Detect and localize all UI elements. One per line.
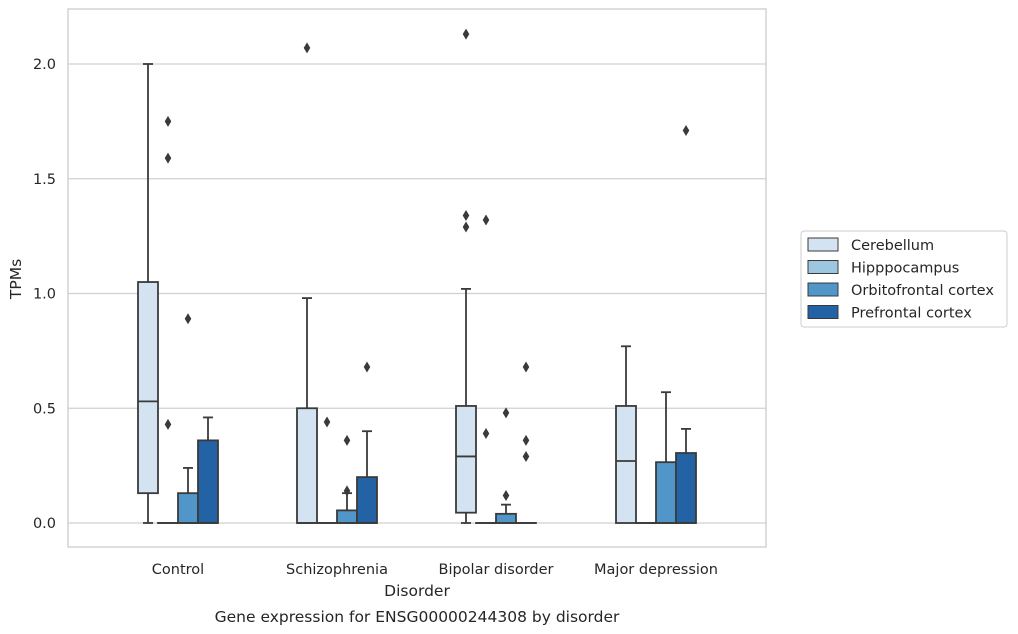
box-cerebellum <box>455 28 477 524</box>
box <box>655 461 677 524</box>
outlier-point <box>482 427 490 439</box>
y-axis-label: TPMs <box>7 259 25 300</box>
outlier-point <box>682 125 690 137</box>
box-orbitofrontal-cortex <box>336 434 358 524</box>
outlier-point <box>482 214 490 226</box>
legend-swatch <box>807 282 839 297</box>
outlier-point <box>462 28 470 40</box>
box-orbitofrontal-cortex <box>655 391 677 524</box>
legend-frame <box>800 230 1008 328</box>
box-hipppocampus <box>316 416 338 524</box>
legend-swatch <box>807 260 839 274</box>
outlier-point <box>184 313 192 325</box>
y-tick-label: 1.0 <box>33 287 56 303</box>
y-tick-label: 2.0 <box>33 57 56 73</box>
legend: Cerebellum Hipppocampus Orbitofrontal cort… <box>800 230 1008 328</box>
box <box>336 509 358 524</box>
outlier-point <box>164 418 172 430</box>
x-tick-labels: Control Schizophrenia Bipolar disorder Majo… <box>152 562 718 578</box>
box-hipppocampus <box>157 115 179 524</box>
box-orbitofrontal-cortex <box>495 407 517 524</box>
outlier-point <box>502 489 510 501</box>
legend-swatch <box>807 305 839 319</box>
box-cerebellum <box>137 63 159 524</box>
outlier-point <box>522 434 530 446</box>
box <box>455 405 477 514</box>
grid-lines <box>68 63 766 524</box>
box <box>675 452 697 524</box>
box <box>495 512 517 524</box>
x-axis-label: Disorder <box>384 582 450 600</box>
y-tick-label: 1.5 <box>33 172 56 188</box>
legend-label: Cerebellum <box>851 238 934 254</box>
outlier-point <box>343 434 351 446</box>
outlier-point <box>343 485 351 497</box>
legend-swatch <box>807 237 839 252</box>
box-prefrontal-cortex <box>356 361 378 524</box>
box-prefrontal-cortex <box>197 416 219 524</box>
box-cerebellum <box>615 345 637 524</box>
box-prefrontal-cortex <box>515 361 537 524</box>
box-orbitofrontal-cortex <box>177 313 199 524</box>
box <box>356 476 378 524</box>
outlier-point <box>522 450 530 462</box>
box-cerebellum <box>296 42 318 524</box>
box-prefrontal-cortex <box>675 125 697 524</box>
outlier-point <box>323 416 331 428</box>
y-tick-label: 0.5 <box>33 401 56 417</box>
box <box>137 281 159 495</box>
chart-caption: Gene expression for ENSG00000244308 by d… <box>215 608 620 626</box>
y-tick-labels: 0.0 0.5 1.0 1.5 2.0 <box>33 57 56 532</box>
x-tick-label: Major depression <box>594 562 718 578</box>
box-hipppocampus <box>475 214 497 524</box>
y-tick-label: 0.0 <box>33 516 56 532</box>
box <box>197 439 219 524</box>
outlier-point <box>502 407 510 419</box>
outlier-point <box>462 209 470 221</box>
box <box>615 405 637 524</box>
outlier-point <box>164 152 172 164</box>
outlier-point <box>462 221 470 233</box>
legend-label: Prefrontal cortex <box>851 306 972 322</box>
x-tick-label: Control <box>152 562 204 578</box>
outlier-point <box>164 115 172 127</box>
outlier-point <box>303 42 311 54</box>
box <box>177 492 199 524</box>
legend-label: Hipppocampus <box>851 261 959 277</box>
box-groups <box>137 28 697 524</box>
legend-label: Orbitofrontal cortex <box>851 283 994 299</box>
x-tick-label: Schizophrenia <box>286 562 388 578</box>
plot-frame <box>67 8 767 548</box>
box <box>296 407 318 524</box>
x-tick-label: Bipolar disorder <box>439 562 554 578</box>
outlier-point <box>522 361 530 373</box>
outlier-point <box>363 361 371 373</box>
